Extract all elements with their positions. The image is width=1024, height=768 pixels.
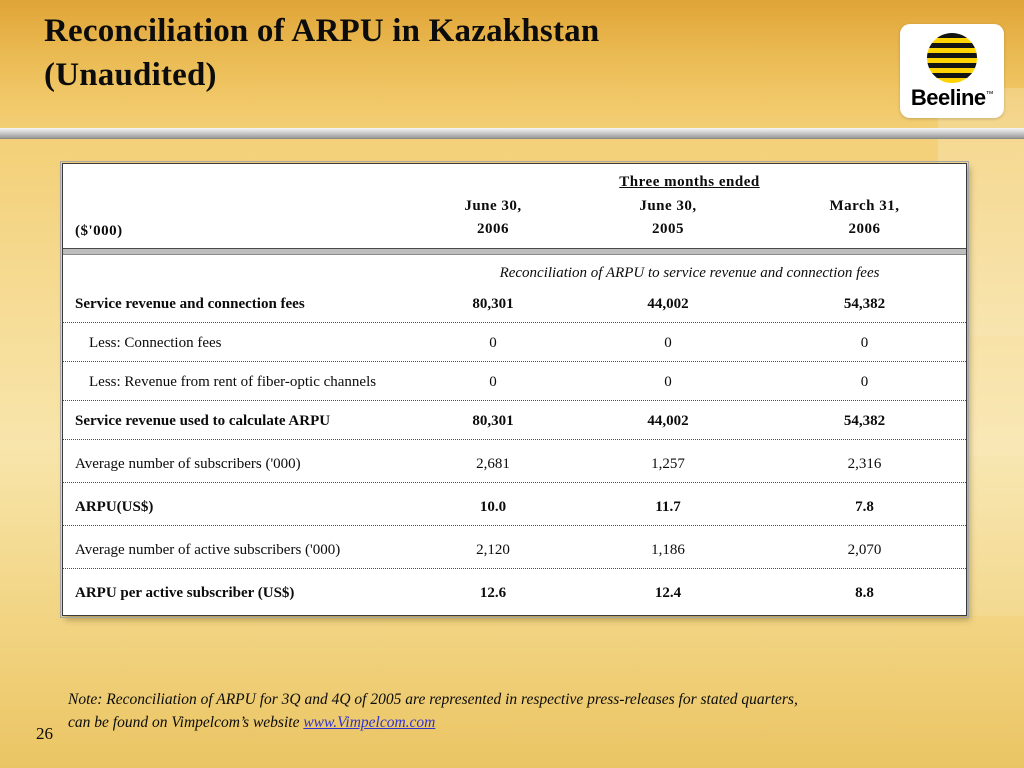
page-number: 26 bbox=[36, 724, 53, 743]
page-title: Reconciliation of ARPU in Kazakhstan (Un… bbox=[44, 13, 600, 93]
table-row: Less: Connection fees 0 0 0 bbox=[63, 323, 966, 362]
cell-value: 11.7 bbox=[655, 498, 681, 515]
cell-value: 0 bbox=[860, 373, 869, 390]
vimpelcom-link[interactable]: www.Vimpelcom.com bbox=[303, 714, 436, 732]
row-label: Average number of subscribers ('000) bbox=[75, 455, 301, 472]
row-label: Average number of active subscribers ('0… bbox=[75, 541, 341, 558]
table-row: ARPU(US$) 10.0 11.7 7.8 bbox=[63, 483, 966, 526]
column-header: June 30, 2005 bbox=[639, 198, 697, 238]
row-label: Service revenue and connection fees bbox=[75, 295, 305, 312]
footnote: Note: Reconciliation of ARPU for 3Q and … bbox=[68, 688, 918, 735]
beeline-stripes-icon bbox=[927, 33, 977, 83]
cell-value: 1,257 bbox=[651, 455, 685, 472]
header-group-label: Three months ended bbox=[619, 174, 760, 190]
beeline-logo: Beeline™ bbox=[900, 24, 1004, 118]
cell-value: 12.6 bbox=[479, 584, 507, 601]
row-label: Less: Connection fees bbox=[89, 334, 222, 351]
table-header: Three months ended ($'000) June 30, 2006… bbox=[63, 164, 966, 248]
row-label: Service revenue used to calculate ARPU bbox=[75, 412, 331, 429]
cell-value: 44,002 bbox=[647, 412, 689, 429]
table-subtitle-row: Reconciliation of ARPU to service revenu… bbox=[63, 255, 966, 284]
header-body-separator bbox=[63, 247, 966, 255]
trademark-symbol: ™ bbox=[985, 89, 994, 99]
cell-value: 2,681 bbox=[476, 455, 510, 472]
cell-value: 80,301 bbox=[472, 295, 514, 312]
row-label: Less: Revenue from rent of fiber-optic c… bbox=[89, 373, 377, 390]
cell-value: 0 bbox=[489, 373, 497, 390]
cell-value: 0 bbox=[489, 334, 497, 351]
row-label-header: ($'000) bbox=[75, 222, 123, 239]
cell-value: 44,002 bbox=[647, 295, 689, 312]
cell-value: 2,120 bbox=[476, 541, 510, 558]
cell-value: 0 bbox=[664, 373, 672, 390]
table-row: ARPU per active subscriber (US$) 12.6 12… bbox=[63, 569, 966, 615]
title-divider bbox=[0, 128, 1024, 139]
cell-value: 2,070 bbox=[847, 541, 882, 558]
table-row: Service revenue used to calculate ARPU 8… bbox=[63, 401, 966, 440]
cell-value: 54,382 bbox=[843, 412, 886, 429]
cell-value: 54,382 bbox=[843, 295, 886, 312]
row-label: ARPU per active subscriber (US$) bbox=[75, 584, 295, 601]
row-label: ARPU(US$) bbox=[75, 498, 154, 515]
arpu-reconciliation-table: Three months ended ($'000) June 30, 2006… bbox=[60, 161, 969, 618]
table-subtitle: Reconciliation of ARPU to service revenu… bbox=[499, 264, 880, 281]
cell-value: 0 bbox=[664, 334, 672, 351]
footnote-line1: Note: Reconciliation of ARPU for 3Q and … bbox=[68, 691, 798, 708]
cell-value: 80,301 bbox=[472, 412, 514, 429]
footnote-line2-text: can be found on Vimpelcom’s website bbox=[68, 714, 304, 732]
table-row: Less: Revenue from rent of fiber-optic c… bbox=[63, 362, 966, 401]
cell-value: 10.0 bbox=[479, 498, 507, 515]
cell-value: 0 bbox=[860, 334, 869, 351]
cell-value: 2,316 bbox=[847, 455, 882, 472]
cell-value: 8.8 bbox=[855, 584, 874, 601]
column-header: June 30, 2006 bbox=[464, 198, 522, 238]
footnote-line2: can be found on Vimpelcom’s website www.… bbox=[68, 711, 918, 734]
cell-value: 12.4 bbox=[654, 584, 682, 601]
table-row: Service revenue and connection fees 80,3… bbox=[63, 284, 966, 323]
cell-value: 1,186 bbox=[651, 541, 685, 558]
table-row: Average number of subscribers ('000) 2,6… bbox=[63, 440, 966, 483]
column-header: March 31, 2006 bbox=[829, 198, 900, 238]
brand-name: Beeline bbox=[910, 85, 986, 110]
table-row: Average number of active subscribers ('0… bbox=[63, 526, 966, 569]
cell-value: 7.8 bbox=[855, 498, 874, 515]
background-decoration bbox=[964, 456, 1024, 616]
beeline-wordmark: Beeline™ bbox=[910, 85, 994, 110]
